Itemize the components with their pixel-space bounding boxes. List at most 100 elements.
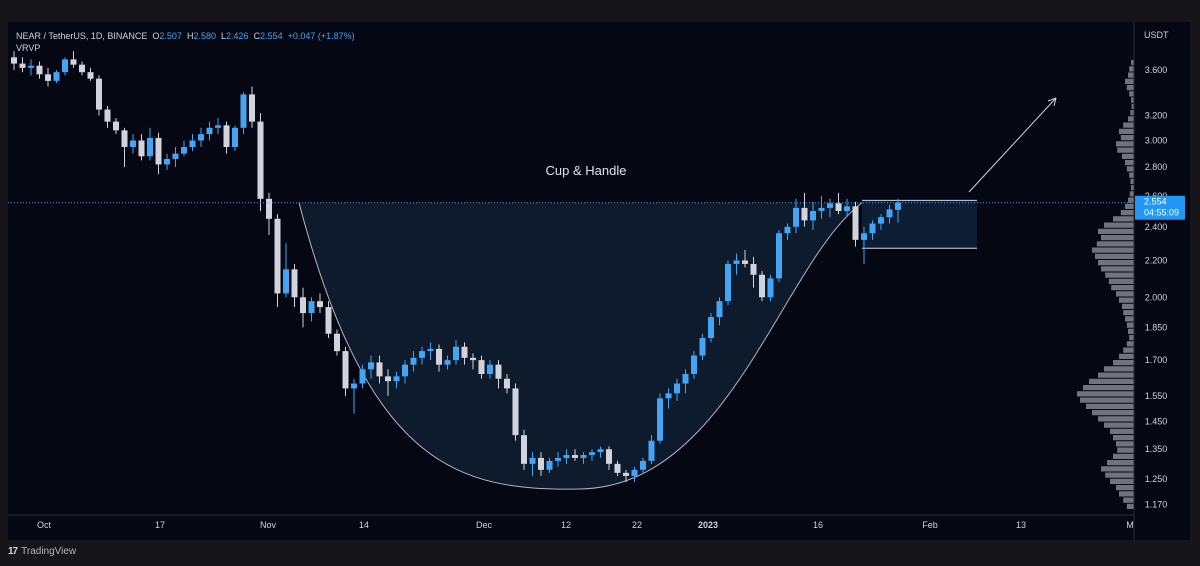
candle-body (11, 57, 17, 64)
candle-body (172, 153, 179, 159)
volume-bar (1128, 72, 1134, 78)
volume-bar (1086, 403, 1134, 409)
y-tick-label: 3.600 (1145, 65, 1168, 75)
x-tick-label: Oct (37, 520, 52, 530)
candle-body (393, 376, 400, 382)
candle-body (53, 72, 60, 81)
volume-bar (1119, 491, 1134, 497)
volume-bar (1129, 335, 1134, 341)
x-tick-label: Feb (922, 520, 938, 530)
volume-bar (1126, 341, 1134, 347)
candle-body (283, 269, 289, 294)
candle-body (385, 376, 391, 382)
candle-body (708, 317, 714, 339)
x-tick-label: 22 (632, 520, 642, 530)
candle-body (376, 362, 383, 377)
volume-bar (1120, 210, 1134, 216)
cup-curve (298, 202, 863, 490)
tradingview-icon: 17 (8, 546, 18, 557)
candle-body (886, 209, 893, 218)
volume-bar (1080, 397, 1134, 403)
volume-bar (1130, 178, 1134, 184)
candle-body (878, 217, 884, 224)
volume-bar (1128, 116, 1134, 122)
candle-body (334, 333, 340, 352)
volume-bar (1105, 472, 1134, 478)
candle-body (291, 269, 298, 298)
volume-bar (1116, 441, 1134, 447)
volume-bar (1123, 310, 1134, 316)
price-tag-countdown: 04:55:09 (1144, 208, 1179, 218)
cup-fill (299, 202, 862, 490)
indicator-label[interactable]: VRVP (16, 43, 41, 53)
volume-bar (1126, 322, 1134, 328)
candle-body (147, 137, 153, 157)
volume-bar (1098, 260, 1134, 266)
breakout-arrow-head (1047, 97, 1057, 107)
handle-box (862, 200, 977, 249)
volume-bar (1129, 191, 1134, 197)
candle-body (750, 263, 757, 275)
candle-body (62, 59, 68, 73)
candle-body (368, 362, 374, 370)
volume-bar (1128, 197, 1134, 203)
candle-body (478, 360, 485, 375)
candle-body (801, 207, 808, 221)
close-value: 2.554 (260, 31, 283, 41)
x-tick-label: 13 (1016, 520, 1026, 530)
x-tick-label: 17 (155, 520, 165, 530)
volume-bar (1101, 266, 1134, 272)
volume-bar (1129, 172, 1134, 178)
x-tick-label: M (1126, 520, 1134, 530)
y-tick-label: 1.170 (1145, 500, 1168, 510)
volume-bar (1129, 66, 1134, 72)
candle-body (682, 374, 689, 384)
tradingview-logo[interactable]: 17 TradingView (8, 546, 76, 557)
candle-body (631, 469, 638, 476)
candle-body (589, 452, 595, 456)
candle-body (572, 455, 578, 458)
candle-body (487, 364, 493, 375)
volume-bar (1126, 503, 1134, 509)
candle-body (45, 74, 51, 81)
candle-body (19, 63, 26, 68)
volume-bar (1130, 110, 1134, 116)
currency-label[interactable]: USDT (1144, 30, 1169, 40)
candle-body (546, 460, 553, 470)
candle-body (716, 301, 723, 318)
candle-body (121, 130, 128, 147)
y-tick-label: 1.350 (1145, 444, 1168, 454)
candle-body (215, 125, 221, 128)
candle-body (597, 449, 604, 453)
symbol-legend[interactable]: NEAR / TetherUS, 1D, BINANCE O2.507 H2.5… (16, 30, 355, 43)
volume-bar (1131, 97, 1134, 103)
candle-body (861, 233, 867, 240)
candle-body (70, 59, 77, 65)
volume-bar (1089, 378, 1134, 384)
candle-body (427, 348, 434, 352)
candle-body (784, 226, 791, 234)
candle-body (104, 109, 111, 122)
volume-bar (1101, 235, 1134, 241)
candle-body (725, 263, 731, 302)
x-tick-label: Dec (476, 520, 493, 530)
volume-bar (1123, 122, 1134, 128)
candle-body (181, 146, 187, 154)
close-label: C (253, 31, 261, 41)
volume-bar (1108, 278, 1134, 284)
volume-bar (1113, 435, 1134, 441)
candle-body (759, 274, 765, 298)
candle-body (257, 121, 264, 199)
candle-body (402, 364, 408, 377)
volume-bar (1092, 410, 1134, 416)
candle-body (869, 223, 876, 234)
candle-body (444, 360, 451, 365)
candle-body (835, 203, 842, 211)
candle-body (308, 301, 315, 314)
candle-body (325, 307, 332, 334)
candle-body (793, 207, 799, 227)
y-tick-label: 1.250 (1145, 474, 1168, 484)
candle-body (665, 393, 672, 399)
